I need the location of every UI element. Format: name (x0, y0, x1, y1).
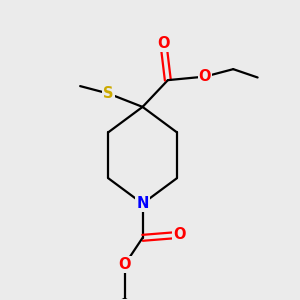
Text: O: O (173, 227, 186, 242)
Text: S: S (103, 86, 114, 101)
Text: O: O (118, 257, 131, 272)
Text: O: O (199, 69, 211, 84)
Text: N: N (136, 196, 149, 211)
Text: O: O (157, 35, 170, 50)
